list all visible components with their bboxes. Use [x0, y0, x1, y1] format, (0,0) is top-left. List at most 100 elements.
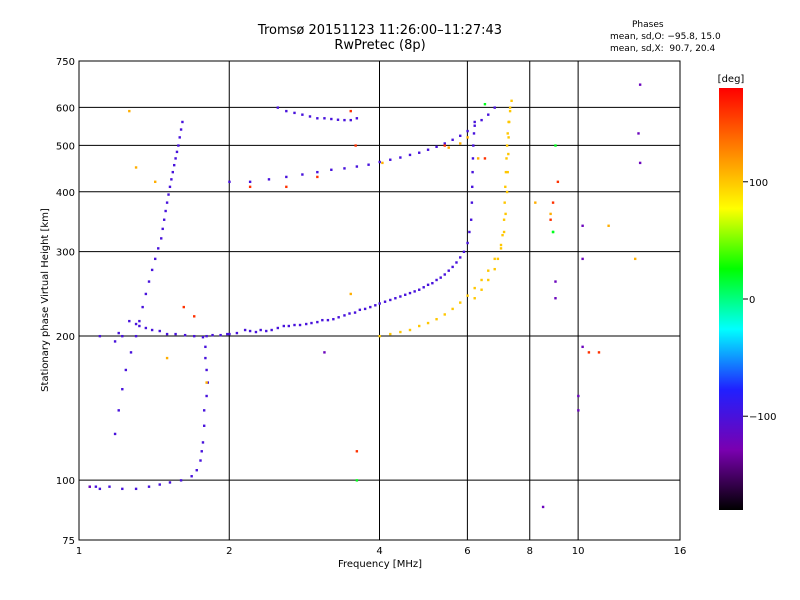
y-tick-label: 75: [62, 536, 75, 547]
data-point: [150, 328, 154, 332]
x-tick-label: 2: [226, 546, 232, 557]
data-point: [285, 175, 288, 179]
y-tick-label: 750: [56, 57, 75, 68]
data-point: [98, 487, 102, 491]
data-point: [451, 265, 454, 269]
data-point: [369, 305, 372, 309]
data-point: [265, 329, 268, 333]
data-point: [443, 313, 446, 316]
data-point: [483, 102, 487, 106]
data-point: [343, 118, 346, 122]
x-tick-label: 4: [376, 546, 382, 557]
data-point: [134, 166, 138, 169]
data-point: [378, 334, 381, 338]
data-point: [480, 278, 483, 282]
data-point: [267, 178, 271, 181]
data-point: [172, 163, 176, 167]
data-point: [633, 257, 637, 261]
data-point: [175, 150, 179, 154]
data-point: [165, 356, 169, 360]
data-point: [472, 144, 475, 147]
data-point: [330, 168, 333, 171]
data-point: [293, 323, 296, 327]
data-points: [88, 83, 642, 509]
data-point: [638, 161, 642, 165]
data-point: [228, 332, 231, 336]
data-point: [469, 218, 473, 221]
data-point: [316, 117, 319, 120]
data-point: [248, 329, 252, 333]
data-point: [496, 257, 500, 261]
data-point: [170, 178, 173, 181]
data-point: [144, 292, 148, 296]
data-point: [168, 481, 172, 484]
data-point: [418, 324, 421, 328]
y-axis-ticks: 75 100 200 300 400 500 600 750: [56, 57, 75, 547]
data-point: [471, 170, 474, 174]
data-point: [157, 247, 160, 250]
data-point: [471, 157, 475, 160]
data-point: [510, 99, 513, 102]
data-point: [287, 324, 291, 328]
data-point: [164, 209, 167, 213]
data-point: [459, 256, 462, 259]
data-point: [577, 409, 580, 412]
y-tick-label: 400: [56, 188, 75, 199]
data-point: [144, 326, 148, 330]
data-point: [637, 132, 640, 135]
data-point: [205, 334, 208, 338]
data-point: [581, 257, 584, 261]
data-point: [439, 276, 442, 279]
data-point: [259, 328, 262, 332]
data-point: [113, 340, 117, 343]
data-point: [349, 292, 352, 296]
data-point: [330, 117, 333, 121]
data-point: [147, 280, 151, 283]
data-point: [134, 334, 138, 338]
data-point: [443, 273, 446, 276]
data-point: [466, 136, 469, 139]
data-point: [534, 201, 537, 204]
data-point: [205, 368, 208, 372]
data-point: [193, 315, 196, 318]
grid-lines: [79, 61, 680, 540]
data-point: [435, 145, 438, 148]
data-point: [383, 300, 387, 303]
data-point: [413, 290, 416, 293]
data-point: [473, 286, 476, 290]
data-point: [581, 224, 584, 227]
data-point: [355, 479, 359, 482]
colorbar-tick-label: 0: [749, 295, 755, 306]
data-point: [138, 324, 141, 328]
data-point: [505, 157, 508, 160]
data-point: [308, 115, 312, 118]
data-point: [462, 250, 466, 254]
data-point: [597, 351, 601, 354]
data-point: [507, 136, 510, 139]
data-point: [541, 505, 545, 509]
data-point: [235, 331, 239, 335]
data-point: [154, 180, 157, 184]
data-point: [349, 118, 352, 122]
data-point: [204, 345, 207, 349]
y-tick-label: 300: [56, 248, 75, 259]
data-point: [202, 409, 206, 412]
data-point: [473, 297, 476, 300]
data-point: [556, 180, 560, 184]
data-point: [293, 111, 296, 115]
data-point: [183, 333, 187, 337]
data-point: [354, 144, 357, 147]
plot-frame: [78, 60, 681, 541]
data-point: [285, 185, 288, 189]
data-point: [168, 185, 172, 189]
data-point: [150, 268, 154, 272]
data-point: [174, 157, 177, 160]
data-point: [285, 109, 288, 113]
x-tick-label: 1: [76, 546, 82, 557]
data-point: [418, 151, 421, 154]
data-point: [404, 293, 407, 296]
data-point: [206, 381, 210, 384]
data-point: [389, 332, 392, 336]
